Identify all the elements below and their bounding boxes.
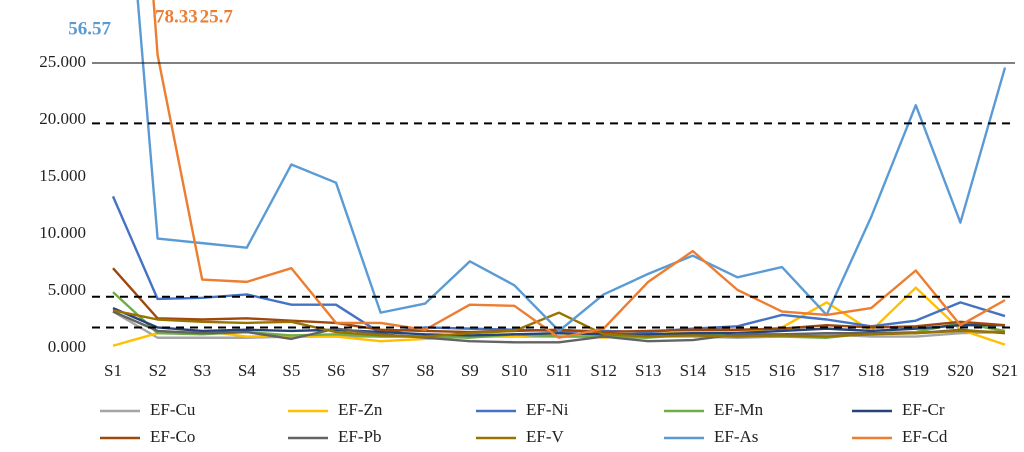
legend-label: EF-V <box>526 427 565 446</box>
data-label: 56.57 <box>68 18 111 39</box>
legend-label: EF-Ni <box>526 400 569 419</box>
series-line <box>112 310 1006 344</box>
plot-area <box>111 0 1007 347</box>
x-tick-label: S15 <box>724 361 750 380</box>
y-tick-label: 10.000 <box>39 223 86 242</box>
legend-label: EF-Zn <box>338 400 383 419</box>
x-tick-label: S21 <box>992 361 1018 380</box>
x-tick-label: S11 <box>546 361 572 380</box>
series-line <box>112 309 1006 338</box>
x-tick-label: S2 <box>149 361 167 380</box>
x-tick-label: S19 <box>903 361 929 380</box>
x-tick-label: S12 <box>590 361 616 380</box>
x-tick-label: S13 <box>635 361 661 380</box>
x-tick-label: S5 <box>282 361 300 380</box>
x-tick-label: S10 <box>501 361 527 380</box>
y-tick-label: 25.000 <box>39 52 86 71</box>
series-line <box>136 0 1007 333</box>
x-tick-label: S4 <box>238 361 256 380</box>
x-tick-label: S18 <box>858 361 884 380</box>
legend-label: EF-Cu <box>150 400 196 419</box>
series-line <box>112 306 1005 337</box>
x-tick-label: S6 <box>327 361 345 380</box>
x-tick-label: S9 <box>461 361 479 380</box>
x-tick-label: S1 <box>104 361 122 380</box>
legend-label: EF-Mn <box>714 400 764 419</box>
y-tick-label: 0.000 <box>48 337 86 356</box>
legend-label: EF-Cd <box>902 427 948 446</box>
x-tick-label: S7 <box>372 361 390 380</box>
x-tick-label: S17 <box>813 361 840 380</box>
y-tick-label: 20.000 <box>39 109 86 128</box>
legend-label: EF-Co <box>150 427 195 446</box>
y-tick-label: 15.000 <box>39 166 86 185</box>
x-tick-label: S20 <box>947 361 973 380</box>
legend-label: EF-Cr <box>902 400 945 419</box>
data-label: 25.7 <box>200 6 234 27</box>
x-tick-label: S3 <box>193 361 211 380</box>
data-label: 78.33 <box>155 6 198 27</box>
series-line <box>152 0 1006 339</box>
legend-label: EF-As <box>714 427 758 446</box>
legend-label: EF-Pb <box>338 427 381 446</box>
y-tick-label: 5.000 <box>48 280 86 299</box>
x-tick-label: S14 <box>680 361 707 380</box>
x-tick-label: S8 <box>416 361 434 380</box>
x-tick-label: S16 <box>769 361 795 380</box>
